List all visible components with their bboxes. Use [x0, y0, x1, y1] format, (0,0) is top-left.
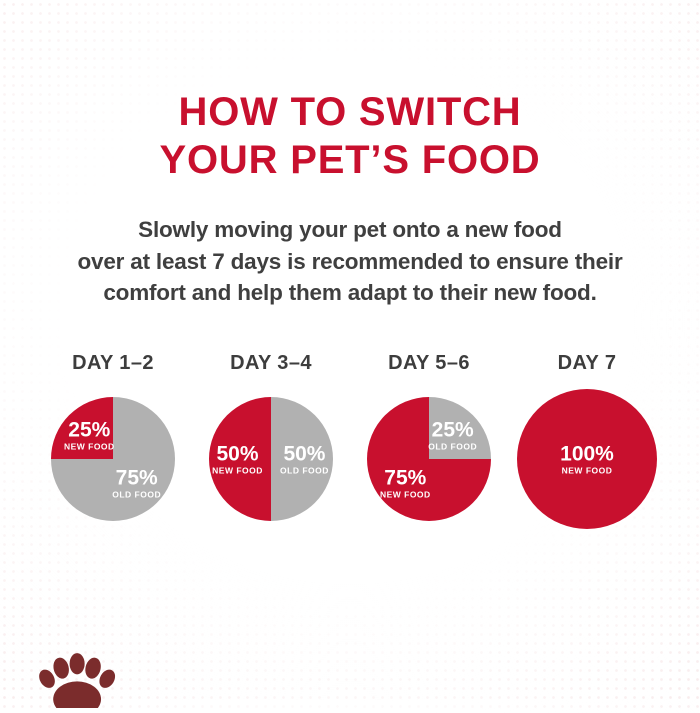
- slice-food-label: NEW FOOD: [561, 465, 613, 476]
- chart-day-5-6: DAY 5–6 25% OLD FOOD 75% NEW FOOD: [350, 352, 508, 529]
- intro-line-2: over at least 7 days is recommended to e…: [77, 248, 623, 274]
- slice-percent: 50%: [283, 442, 326, 466]
- pie-chart-row: DAY 1–2 75% OLD FOOD 25% NEW FOOD DAY 3–4 5…: [34, 352, 666, 529]
- slice-food-label: NEW FOOD: [63, 441, 115, 452]
- chart-day-3-4: DAY 3–4 50% OLD FOOD 50% NEW FOOD: [192, 352, 350, 529]
- pie-slice-label: 25% NEW FOOD: [64, 420, 115, 452]
- pie-slice-label: 50% OLD FOOD: [280, 443, 329, 475]
- pie-day-1-2: 75% OLD FOOD 25% NEW FOOD: [51, 397, 175, 521]
- slice-food-label: OLD FOOD: [280, 465, 329, 476]
- chart-title-day-5-6: DAY 5–6: [388, 352, 470, 374]
- pie-slice-label: 50% NEW FOOD: [212, 443, 263, 475]
- slice-food-label: OLD FOOD: [428, 441, 478, 452]
- pie-slice-label: 25% OLD FOOD: [428, 420, 477, 452]
- royal-canin-paw-logo-icon: [36, 646, 120, 713]
- chart-title-day-3-4: DAY 3–4: [230, 352, 312, 374]
- intro-text: Slowly moving your pet onto a new food o…: [30, 214, 670, 309]
- pie-slice-label: 75% OLD FOOD: [112, 467, 161, 499]
- chart-day-1-2: DAY 1–2 75% OLD FOOD 25% NEW FOOD: [34, 352, 192, 529]
- slice-percent: 50%: [216, 442, 259, 466]
- page-title: HOW TO SWITCH YOUR PET’S FOOD: [0, 88, 700, 184]
- chart-title-day-1-2: DAY 1–2: [72, 352, 154, 374]
- slice-percent: 75%: [115, 465, 158, 489]
- chart-title-day-7: DAY 7: [557, 352, 617, 374]
- pie-day-3-4: 50% OLD FOOD 50% NEW FOOD: [209, 397, 333, 521]
- pie-day-7: 100% NEW FOOD: [517, 389, 657, 529]
- slice-food-label: NEW FOOD: [212, 465, 263, 476]
- pie-slice-label: 100% NEW FOOD: [560, 443, 614, 475]
- slice-percent: 100%: [560, 442, 614, 466]
- slice-percent: 25%: [68, 418, 111, 442]
- title-line-2: YOUR PET’S FOOD: [159, 138, 541, 182]
- intro-line-1: Slowly moving your pet onto a new food: [138, 217, 562, 242]
- title-line-1: HOW TO SWITCH: [178, 90, 522, 134]
- pie-slice-label: 75% NEW FOOD: [380, 467, 431, 499]
- slice-food-label: OLD FOOD: [112, 488, 162, 499]
- slice-percent: 75%: [384, 465, 427, 489]
- slice-food-label: NEW FOOD: [379, 488, 431, 499]
- chart-day-7: DAY 7 100% NEW FOOD: [508, 352, 666, 529]
- pie-day-5-6: 25% OLD FOOD 75% NEW FOOD: [367, 397, 491, 521]
- intro-line-3: comfort and help them adapt to their new…: [103, 280, 597, 305]
- slice-percent: 25%: [431, 418, 474, 442]
